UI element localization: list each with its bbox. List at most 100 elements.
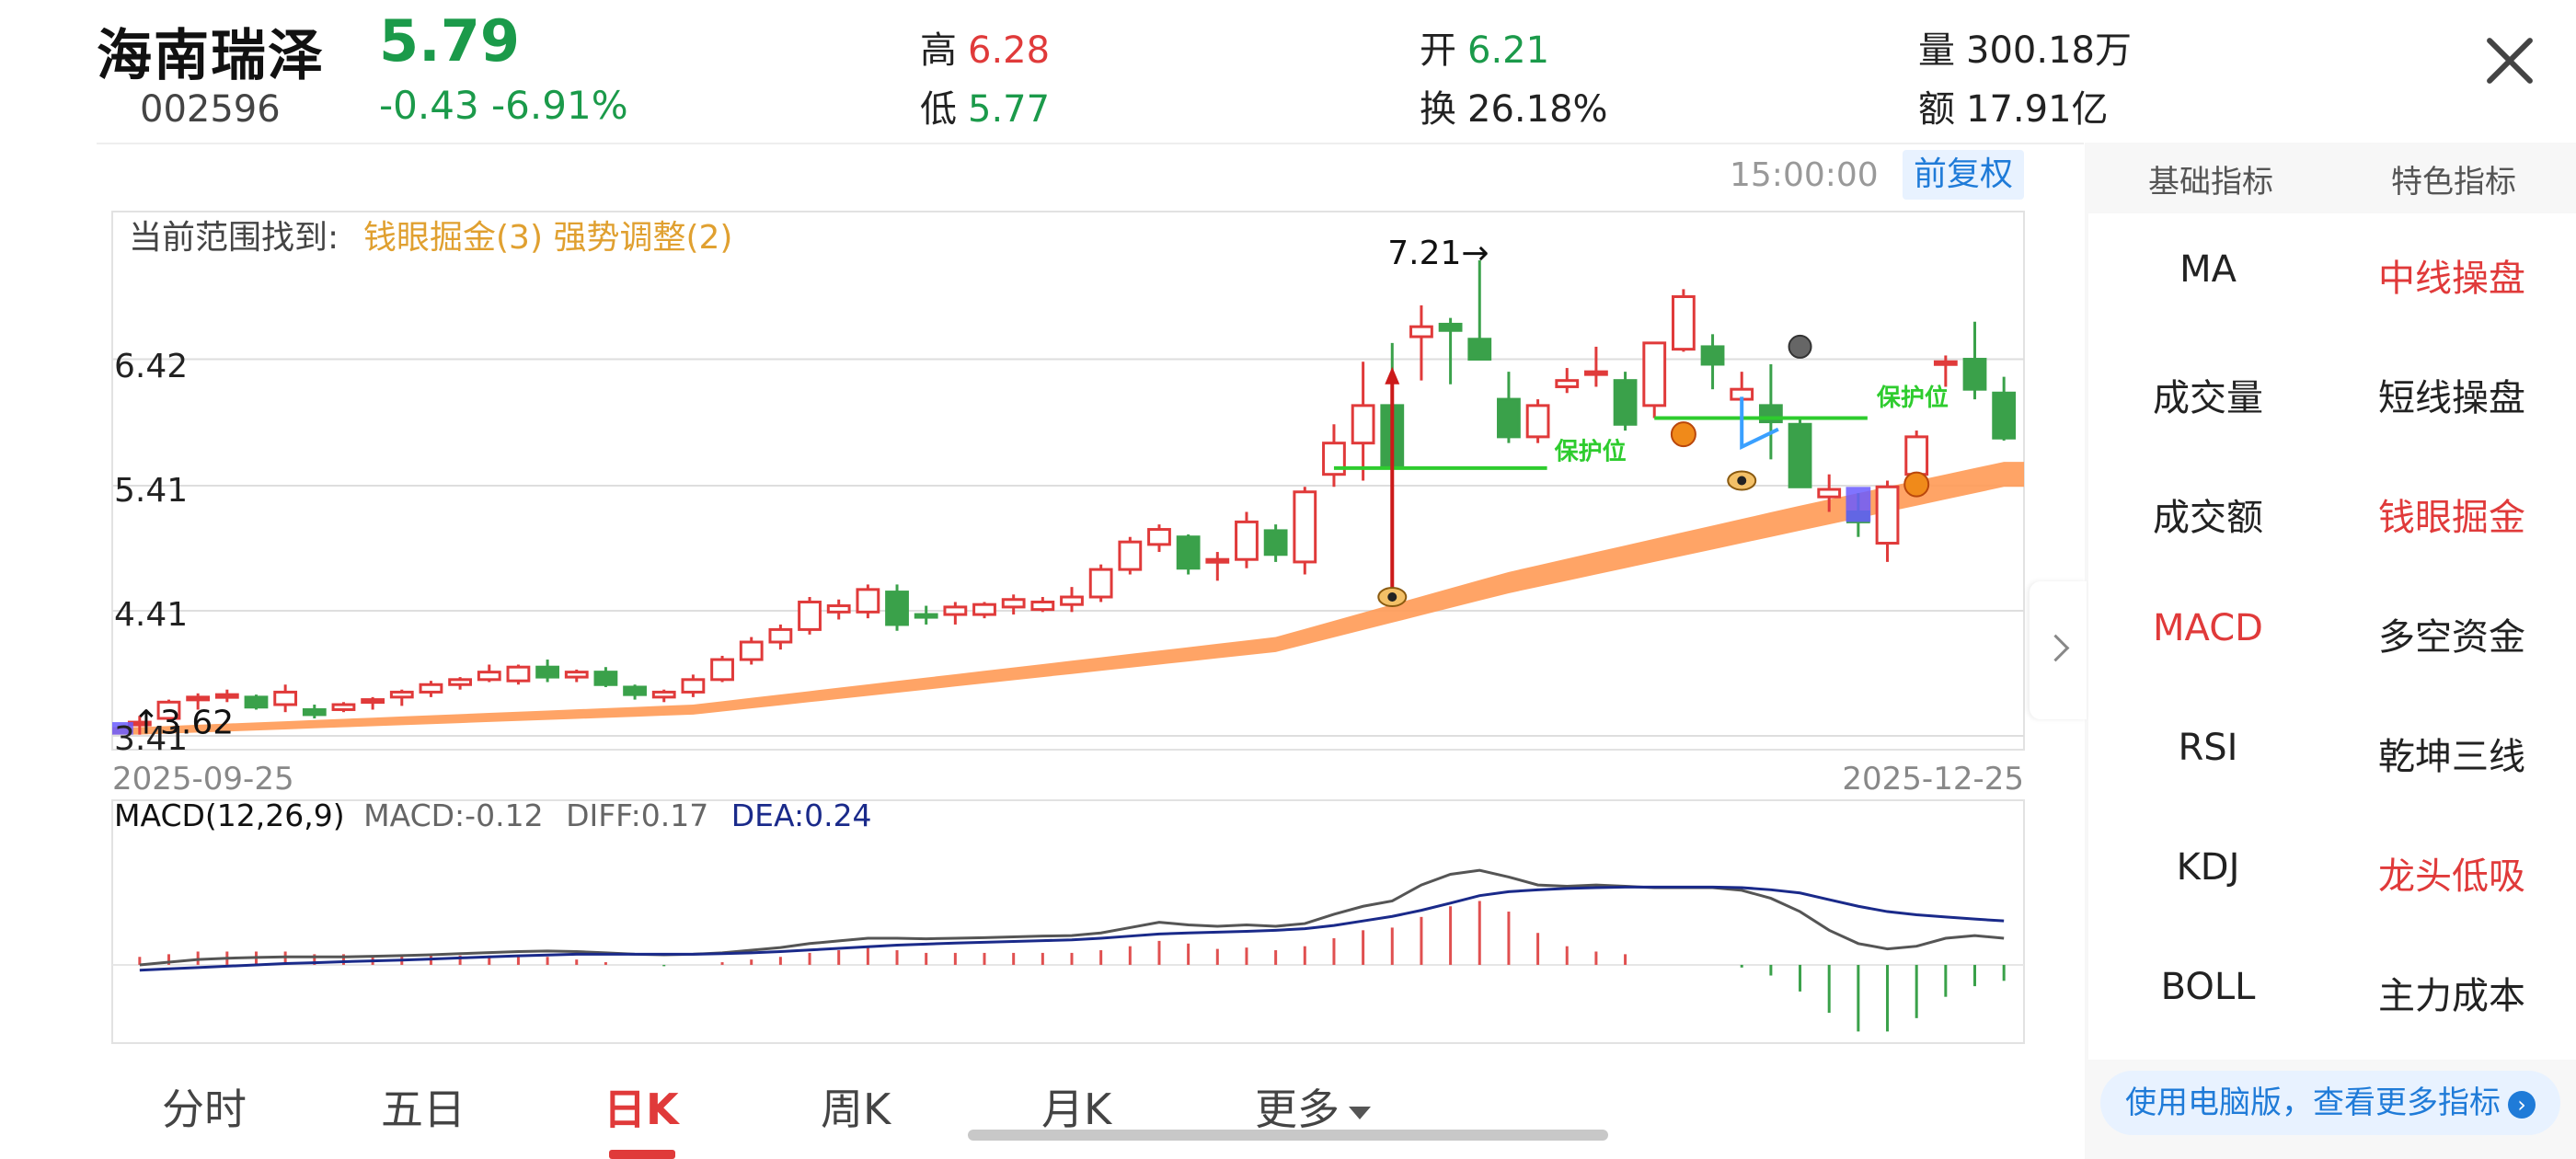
candle-body[interactable]	[244, 695, 269, 709]
candle-body[interactable]	[1904, 435, 1929, 476]
candle-body[interactable]	[1497, 397, 1521, 439]
eye-pupil-icon	[1387, 592, 1397, 602]
candle-body[interactable]	[710, 658, 734, 682]
panel-toggle-chevron-icon[interactable]	[2030, 581, 2087, 719]
candle-body[interactable]	[331, 703, 356, 711]
horizontal-scrollbar[interactable]	[968, 1130, 1608, 1141]
indicator-basic-item[interactable]: MA	[2179, 248, 2237, 291]
candle-body[interactable]	[798, 600, 822, 631]
tab-intraday[interactable]: 分时	[162, 1084, 247, 1134]
indicator-basic-item[interactable]: 成交额	[2153, 497, 2263, 539]
candle-body[interactable]	[1671, 295, 1696, 351]
candle-body[interactable]	[302, 707, 327, 717]
macd-legend-diff: DIFF:0.17	[566, 798, 708, 833]
candle-body[interactable]	[681, 678, 706, 694]
candle-body[interactable]	[1438, 322, 1463, 332]
candle-body[interactable]	[564, 671, 589, 679]
candles	[127, 260, 2017, 735]
candle-body[interactable]	[506, 665, 531, 683]
candle-body[interactable]	[1525, 404, 1550, 439]
pc-version-link[interactable]: 使用电脑版，查看更多指标 ›	[2100, 1071, 2560, 1135]
candle-body[interactable]	[1613, 379, 1638, 426]
candle-body[interactable]	[1555, 379, 1580, 388]
indicator-special-item[interactable]: 短线操盘	[2378, 377, 2525, 419]
candle-body[interactable]	[1788, 422, 1812, 488]
indicator-special-item[interactable]: 龙头低吸	[2378, 855, 2525, 898]
candle-body[interactable]	[1293, 490, 1317, 564]
find-items[interactable]: 钱眼掘金(3) 强势调整(2)	[363, 219, 732, 257]
candle-body[interactable]	[1933, 360, 1958, 366]
indicator-basic-item[interactable]: BOLL	[2160, 966, 2256, 1008]
indicator-special-item[interactable]: 多空资金	[2378, 616, 2525, 659]
candle-body[interactable]	[535, 665, 559, 679]
candle-body[interactable]	[1351, 404, 1375, 445]
candle-body[interactable]	[186, 695, 211, 702]
candle-body[interactable]	[1088, 568, 1113, 599]
candle-body[interactable]	[651, 690, 676, 699]
candle-body[interactable]	[972, 602, 996, 616]
candle-body[interactable]	[1001, 598, 1026, 609]
money-bag-icon[interactable]	[1903, 471, 1930, 498]
tab-more-label: 更多	[1255, 1084, 1340, 1134]
candle-body[interactable]	[768, 627, 793, 644]
tab-five-day[interactable]: 五日	[381, 1084, 466, 1134]
tab-weekly-k[interactable]: 周K	[821, 1084, 891, 1134]
indicator-basic-item[interactable]: KDJ	[2176, 846, 2240, 889]
candle-body[interactable]	[273, 690, 298, 706]
tab-special-indicators[interactable]: 特色指标	[2391, 164, 2516, 201]
candle-body[interactable]	[1235, 520, 1259, 561]
candle-body[interactable]	[1176, 535, 1201, 570]
candle-body[interactable]	[419, 683, 443, 694]
blue-arrow-icon	[1740, 396, 1779, 450]
candle-body[interactable]	[214, 693, 239, 699]
tab-more[interactable]: 更多	[1255, 1076, 1371, 1137]
candle-body[interactable]	[1817, 488, 1842, 499]
tab-monthly-k[interactable]: 月K	[1041, 1084, 1112, 1134]
candle-body[interactable]	[1962, 358, 1987, 391]
candle-body[interactable]	[1030, 600, 1055, 612]
candle-body[interactable]	[361, 698, 385, 705]
candle-body[interactable]	[1205, 557, 1230, 564]
candle-body[interactable]	[623, 685, 647, 696]
candle-body[interactable]	[1409, 325, 1433, 339]
volume-label: 量	[1918, 29, 1955, 72]
candle-body[interactable]	[943, 605, 968, 616]
candle-body[interactable]	[826, 604, 851, 614]
candle-body[interactable]	[1467, 338, 1492, 361]
indicator-basic-item[interactable]: RSI	[2178, 727, 2238, 769]
candle-body[interactable]	[856, 588, 880, 614]
candle-body[interactable]	[1875, 485, 1900, 545]
candle-body[interactable]	[1263, 529, 1288, 557]
candle-body[interactable]	[477, 671, 501, 682]
indicator-special-item[interactable]: 乾坤三线	[2378, 736, 2525, 778]
close-icon[interactable]	[2484, 35, 2536, 86]
low-stat: 低 5.77	[920, 79, 1050, 132]
candle-body[interactable]	[156, 700, 181, 720]
indicator-special-item[interactable]: 钱眼掘金	[2378, 497, 2525, 539]
candle-body[interactable]	[914, 613, 938, 619]
candle-body[interactable]	[1147, 528, 1171, 546]
money-bag-icon[interactable]	[1670, 421, 1696, 448]
tab-daily-k[interactable]: 日K	[604, 1084, 679, 1134]
candle-body[interactable]	[1118, 540, 1143, 571]
indicator-basic-item[interactable]: MACD	[2153, 607, 2263, 649]
indicator-special-item[interactable]: 主力成本	[2378, 975, 2525, 1017]
candle-body[interactable]	[593, 671, 618, 686]
macd-legend-macd: MACD:-0.12	[363, 798, 543, 833]
candle-body[interactable]	[885, 591, 909, 626]
candle-body[interactable]	[1992, 391, 2017, 440]
candle-body[interactable]	[1060, 595, 1084, 606]
candle-body[interactable]	[389, 690, 414, 699]
adjust-button[interactable]: 前复权	[1903, 150, 2024, 200]
indicator-basic-item[interactable]: 成交量	[2153, 377, 2263, 419]
candle-body[interactable]	[739, 640, 764, 661]
indicator-special-item[interactable]: 中线操盘	[2378, 258, 2525, 300]
candle-body[interactable]	[448, 678, 473, 686]
candle-body[interactable]	[1700, 345, 1725, 366]
tab-basic-indicators[interactable]: 基础指标	[2148, 164, 2273, 201]
candle-body[interactable]	[1584, 370, 1608, 376]
candle-body[interactable]	[1642, 341, 1667, 407]
blue-signal-box-start	[112, 722, 133, 735]
gear-marker-icon[interactable]	[1788, 334, 1812, 359]
macd-legend-prefix: MACD(12,26,9)	[114, 798, 345, 833]
